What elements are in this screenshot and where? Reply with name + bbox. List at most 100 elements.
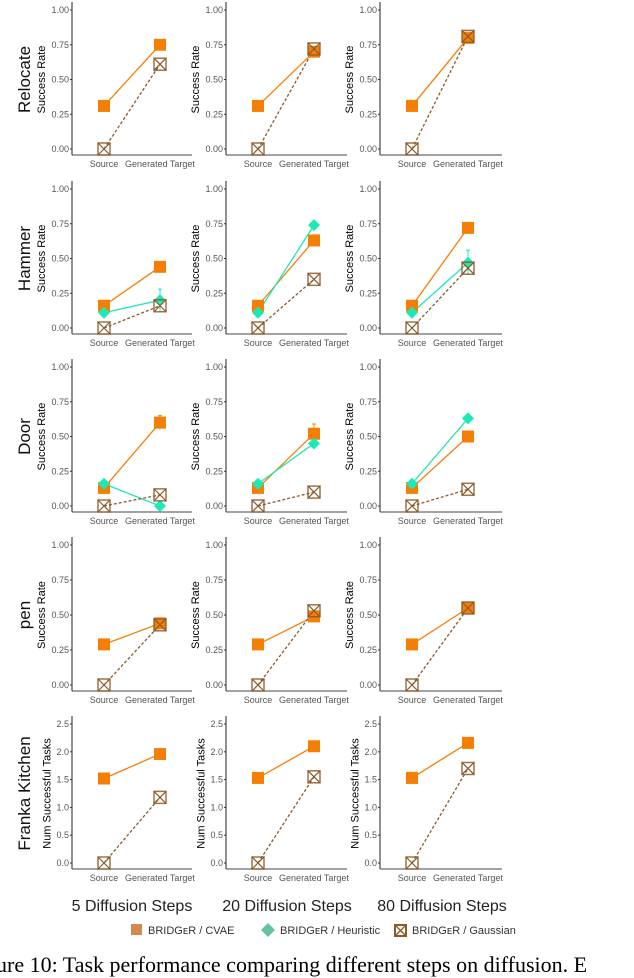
gaussian-line: [411, 267, 469, 329]
gaussian-marker-box: [251, 499, 265, 513]
gaussian-marker-cross: [405, 499, 419, 513]
cvae-line: [257, 615, 315, 645]
x-tick-label: Source: [90, 516, 119, 526]
y-tick-label: 2.5: [56, 719, 69, 729]
legend-item: BRIDGᴇR / CVAE: [131, 924, 234, 937]
y-tick-label: 0.75: [51, 397, 69, 407]
y-tick-label: 0.50: [359, 254, 377, 264]
gaussian-point: [307, 485, 321, 499]
gaussian-marker-box: [461, 482, 475, 497]
gaussian-marker-box: [153, 299, 167, 313]
cvae-point: [406, 99, 418, 112]
cvae-line: [103, 422, 161, 489]
column-title: 20 Diffusion Steps: [222, 898, 352, 915]
y-tick-label: 0.75: [51, 219, 69, 229]
y-tick-label: 1.00: [51, 5, 69, 15]
gaussian-marker-cross: [307, 770, 321, 784]
gaussian-marker-cross: [307, 604, 321, 618]
gaussian-marker-box: [251, 678, 265, 692]
cvae-point: [98, 99, 110, 112]
gaussian-marker-cross: [251, 142, 265, 156]
cvae-line: [257, 433, 315, 489]
panel-franka-kitchen-1: 0.0 0.5 1.0 1.5 2.0 2.5 Source Generated Target…: [195, 716, 349, 883]
panel-hammer-2: 0.00 0.25 0.50 0.75 1.00 Source Generated Targ…: [344, 181, 503, 348]
heuristic-line: [257, 442, 315, 485]
gaussian-marker-box: [307, 485, 321, 499]
gaussian-marker-box: [97, 856, 111, 870]
cvae-line: [411, 607, 469, 645]
row-label: Franka Kitchen: [15, 736, 34, 850]
x-tick-label: Source: [398, 695, 427, 705]
y-tick-label: 0.50: [205, 254, 223, 264]
y-tick-label: 0.25: [51, 109, 69, 119]
y-tick-label: 0.75: [205, 397, 223, 407]
gaussian-marker-box: [461, 761, 475, 776]
cvae-line: [103, 44, 161, 107]
gaussian-line: [257, 48, 315, 150]
panel-franka-kitchen-2: 0.0 0.5 1.0 1.5 2.0 2.5 Source Generated Target…: [349, 716, 503, 883]
y-tick-label: 0.50: [51, 75, 69, 85]
heuristic-point: [406, 306, 418, 319]
x-tick-label: Source: [90, 695, 119, 705]
y-axis-label: Success Rate: [344, 46, 356, 114]
y-tick-label: 2.5: [364, 719, 377, 729]
panel-pen-0: 0.00 0.25 0.50 0.75 1.00 Source Generated Targ…: [36, 537, 195, 705]
gaussian-marker-box: [405, 856, 419, 870]
y-tick-label: 0.75: [359, 397, 377, 407]
x-tick-label: Generated Target: [433, 338, 503, 348]
heuristic-point: [154, 500, 166, 512]
gaussian-marker-cross: [405, 321, 419, 335]
gaussian-marker-box: [97, 321, 111, 335]
y-tick-label: 0.25: [51, 466, 69, 476]
panel-relocate-2: 0.00 0.25 0.50 0.75 1.00 Source Generated Targ…: [344, 2, 503, 169]
gaussian-line: [411, 768, 469, 864]
cvae-point: [252, 99, 264, 112]
gaussian-marker-cross: [153, 299, 167, 313]
gaussian-point: [405, 856, 419, 870]
x-tick-label: Generated Target: [279, 338, 349, 348]
gaussian-marker-box: [461, 29, 475, 44]
x-tick-label: Source: [244, 695, 273, 705]
heuristic-line: [257, 224, 315, 314]
gaussian-point: [461, 482, 475, 497]
cvae-line: [411, 227, 469, 307]
legend-label: BRIDGᴇR / Gaussian: [412, 925, 516, 937]
y-tick-label: 0.50: [359, 75, 377, 85]
y-tick-label: 0.00: [51, 501, 69, 511]
y-axis-label: Success Rate: [36, 581, 48, 649]
y-tick-label: 2.0: [210, 747, 223, 757]
panel-pen-2: 0.00 0.25 0.50 0.75 1.00 Source Generated Targ…: [344, 537, 503, 705]
gaussian-marker-cross: [461, 29, 475, 43]
y-axis-label: Success Rate: [190, 403, 202, 471]
x-tick-label: Source: [398, 516, 427, 526]
gaussian-point: [153, 57, 167, 71]
figure-caption: ure 10: Task performance comparing diffe…: [0, 952, 588, 977]
heuristic-point: [308, 437, 320, 450]
y-tick-label: 0.50: [359, 610, 377, 620]
gaussian-marker-box: [405, 678, 419, 692]
x-tick-label: Generated Target: [125, 873, 195, 883]
panel-pen-1: 0.00 0.25 0.50 0.75 1.00 Source Generated Targ…: [190, 537, 349, 705]
y-tick-label: 1.00: [359, 362, 377, 372]
gaussian-marker-cross: [153, 790, 167, 804]
gaussian-line: [103, 494, 161, 507]
gaussian-point: [97, 678, 111, 692]
cvae-line: [411, 37, 469, 107]
y-tick-label: 1.00: [359, 5, 377, 15]
cvae-point: [308, 740, 320, 753]
x-tick-label: Generated Target: [433, 873, 503, 883]
y-tick-label: 0.75: [51, 575, 69, 585]
y-tick-label: 0.50: [205, 610, 223, 620]
row-label: pen: [15, 601, 34, 629]
cvae-line: [257, 240, 315, 307]
cvae-line: [411, 742, 469, 779]
y-tick-label: 0.5: [210, 830, 223, 840]
cvae-point: [154, 617, 166, 630]
gaussian-line: [257, 610, 315, 686]
cvae-point: [98, 772, 110, 785]
row-label: Relocate: [15, 46, 34, 113]
legend-item: BRIDGᴇR / Heuristic: [261, 923, 381, 937]
y-tick-label: 0.25: [51, 288, 69, 298]
legend-label: BRIDGᴇR / Heuristic: [280, 925, 381, 937]
gaussian-point: [251, 499, 265, 513]
